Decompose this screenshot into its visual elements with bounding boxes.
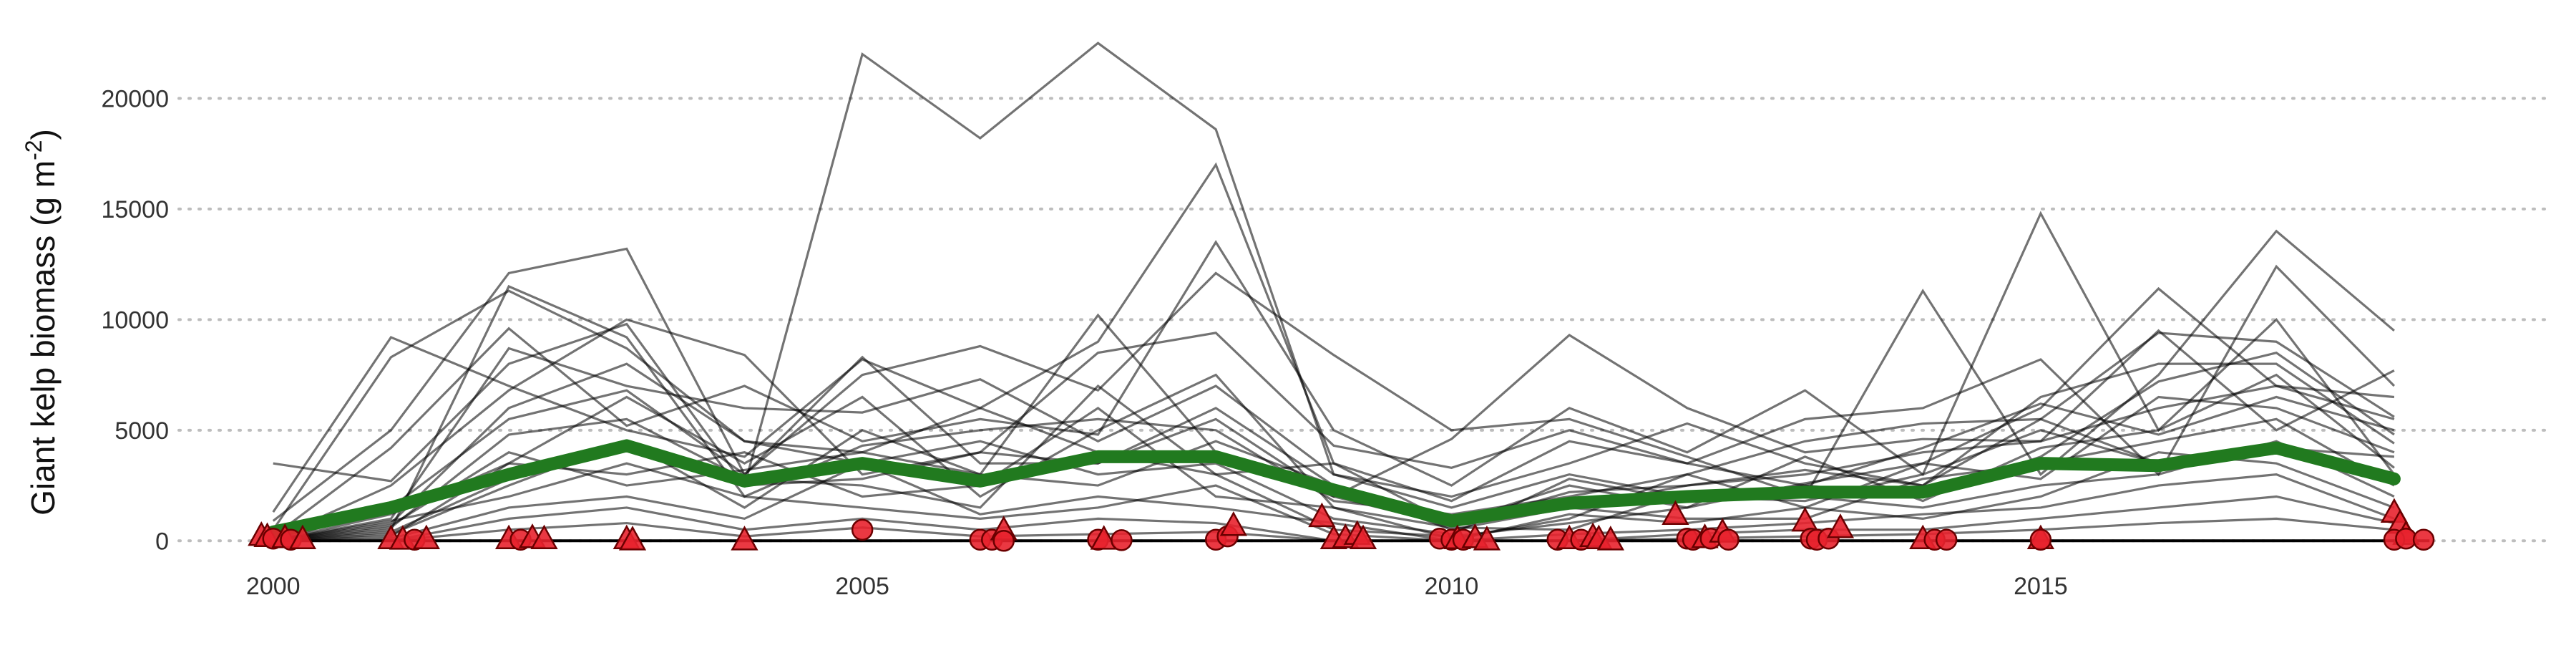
site-series-line: [272, 211, 2396, 538]
site-series-line: [273, 42, 2395, 509]
x-axis-ticks: 2000 2005 2010 2015: [246, 573, 2068, 600]
marker-triangle: [1349, 524, 1377, 550]
mean-series-line: [266, 439, 2401, 538]
marker-triangle: [412, 524, 440, 550]
marker-triangle: [288, 524, 317, 550]
y-axis-title-text: Giant kelp biomass (g m: [24, 160, 62, 516]
marker-triangle: [1662, 500, 1689, 526]
site-series-line: [273, 395, 2395, 542]
mean-series-layer: [266, 439, 2401, 538]
y-axis-title-close: ): [24, 129, 62, 140]
x-tick-label: 2010: [1425, 573, 1479, 600]
y-tick-label: 20000: [101, 85, 169, 112]
marker-triangle: [530, 524, 558, 550]
site-series-line: [273, 347, 2395, 542]
marker-circle: [992, 530, 1015, 552]
marker-triangle: [618, 526, 647, 551]
x-tick-label: 2015: [2014, 573, 2068, 600]
site-series-line: [272, 229, 2395, 522]
marker-triangle: [731, 526, 758, 551]
y-axis-title-superscript: -2: [21, 140, 47, 160]
marker-circle: [1111, 529, 1133, 551]
marker-circle: [851, 518, 874, 541]
site-series-line: [273, 351, 2395, 542]
site-series-line: [273, 462, 2395, 542]
x-tick-label: 2005: [835, 573, 889, 600]
marker-triangle: [1090, 525, 1118, 550]
marker-circle: [1935, 528, 1958, 551]
site-series-line: [273, 406, 2395, 542]
y-axis-title: Giant kelp biomass (g m-2): [21, 129, 62, 516]
marker-triangle: [1219, 511, 1247, 536]
marker-triangle: [1473, 526, 1501, 551]
y-tick-label: 15000: [101, 196, 169, 223]
marker-circle: [1717, 528, 1740, 551]
y-tick-label: 0: [155, 528, 169, 555]
y-tick-label: 5000: [114, 417, 169, 445]
marker-triangle: [1826, 513, 1855, 538]
marker-circle: [2029, 528, 2052, 551]
y-tick-label: 10000: [101, 306, 169, 334]
marker-circle: [2412, 528, 2435, 551]
zero-biomass-markers: [248, 498, 2435, 552]
y-axis-ticks: 0 5000 10000 15000 20000: [101, 85, 169, 555]
marker-triangle: [1596, 526, 1624, 551]
site-series-line: [273, 264, 2396, 540]
x-tick-label: 2000: [246, 573, 301, 600]
marker-triangle: [1308, 502, 1336, 528]
